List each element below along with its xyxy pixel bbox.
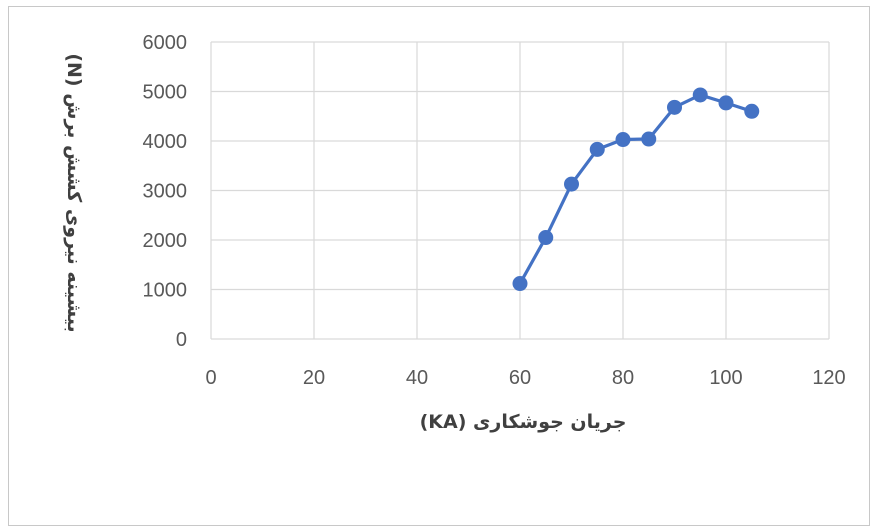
data-point	[615, 132, 631, 148]
series-line	[518, 93, 753, 285]
y-tick-label: 1000	[143, 280, 188, 302]
y-tick-label: 4000	[143, 131, 188, 153]
data-point	[744, 103, 760, 119]
data-point	[692, 87, 708, 103]
x-tick-label: 20	[303, 367, 325, 389]
y-tick-label: 2000	[143, 230, 188, 252]
x-tick-label: 0	[205, 367, 216, 389]
data-point	[512, 276, 528, 292]
data-point	[564, 176, 579, 192]
data-point	[538, 230, 554, 246]
x-tick-labels: 0 20 40 60 80 100 120	[205, 367, 845, 389]
y-axis-title: بیشینه نیروی کشش برش (N)	[63, 53, 85, 332]
x-axis-title: جریان جوشکاری (KA)	[420, 411, 627, 433]
data-points	[512, 87, 760, 292]
y-tick-label: 0	[176, 329, 187, 351]
data-point	[718, 95, 734, 111]
y-tick-labels: 0 1000 2000 3000 4000 5000 6000	[143, 32, 188, 351]
data-point	[667, 99, 682, 115]
y-tick-label: 6000	[143, 32, 188, 54]
y-tick-label: 3000	[143, 181, 188, 203]
x-tick-label: 60	[509, 367, 531, 389]
x-tick-label: 120	[812, 367, 845, 389]
x-tick-label: 100	[709, 367, 742, 389]
x-tick-label: 80	[612, 367, 634, 389]
line-chart: 0 20 40 60 80 100 120 0 1000 2000 3000 4000 5000 600…	[63, 32, 846, 433]
x-tick-label: 40	[406, 367, 428, 389]
data-point	[589, 141, 605, 157]
series-line-path	[518, 93, 753, 285]
y-tick-label: 5000	[143, 82, 188, 104]
gridlines	[210, 41, 830, 340]
data-point	[641, 131, 657, 147]
